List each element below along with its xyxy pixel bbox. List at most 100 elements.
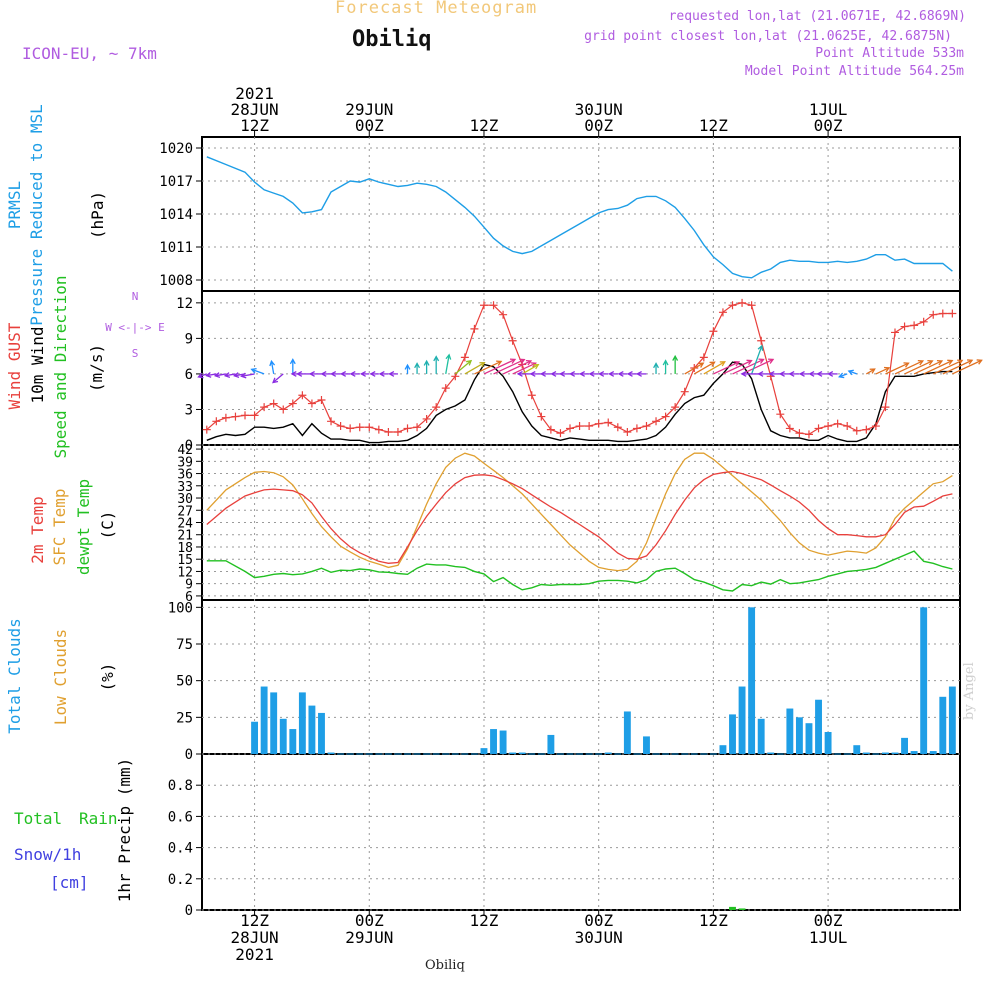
wind-direction-arrow: [788, 370, 800, 377]
wind-direction-arrow: [798, 370, 809, 377]
total-cloud-bar: [948, 686, 956, 754]
requested-coords: requested lon,lat (21.0671E, 42.6869N): [668, 9, 966, 24]
wind-arrow-head: [539, 370, 546, 377]
wind-direction-arrow: [684, 362, 705, 375]
total-clouds-label: Total Clouds: [5, 618, 24, 734]
wind-direction-arrow: [923, 359, 954, 375]
bottom-time-label: 00Z: [584, 911, 613, 930]
wind-direction-arrow: [838, 372, 848, 379]
gust-marker: [269, 399, 278, 408]
gust-marker: [279, 405, 288, 414]
wind-direction-arrow: [330, 370, 341, 377]
top-time-label: 1JUL: [809, 100, 848, 119]
gust-marker: [221, 413, 230, 422]
top-time-label: 00Z: [584, 116, 613, 135]
wind-label: 10m Wind: [28, 326, 47, 403]
total-cloud-bar: [279, 718, 287, 754]
wind-arrow-head: [530, 362, 537, 368]
footer-location: Obiliq: [425, 958, 465, 973]
wind-direction-arrow: [404, 363, 411, 374]
pressure-line: [206, 156, 953, 279]
bottom-time-label: 29JUN: [345, 928, 393, 947]
total-cloud-bar: [882, 752, 889, 754]
gust-marker: [413, 423, 422, 432]
wind-direction-arrow: [588, 370, 599, 377]
top-time-label: 2021: [235, 84, 274, 103]
wind-arrow-head: [359, 370, 366, 377]
wind-arrow-head: [617, 370, 624, 377]
wind-arrow-shaft: [751, 345, 763, 375]
wind-direction-arrow: [369, 370, 379, 377]
wind-direction-arrow: [904, 359, 934, 375]
wind-arrow-head: [768, 370, 775, 377]
wind-direction-arrow: [213, 372, 227, 379]
wind-direction-arrow: [722, 359, 753, 375]
wind-arrow-shaft: [722, 360, 752, 375]
y-tick-label: 0: [185, 438, 193, 454]
wind-arrow-shaft: [894, 360, 924, 375]
gust-marker: [537, 412, 546, 421]
wind-direction-arrow: [349, 370, 360, 377]
wind-direction-arrow: [474, 360, 503, 375]
panel-frame-clouds: [201, 599, 961, 755]
gust-marker: [556, 429, 565, 438]
wind-arrow-head: [838, 372, 845, 379]
wind-direction-arrow: [732, 358, 765, 375]
wind-arrow-shaft: [684, 362, 704, 375]
wind-direction-arrow: [272, 373, 284, 384]
total-cloud-bar: [327, 752, 335, 754]
wind-arrow-head: [516, 370, 523, 377]
wind-direction-arrow: [635, 370, 647, 377]
gust-marker: [738, 298, 747, 307]
wind-arrow-shaft: [866, 368, 875, 375]
total-cloud-bar: [509, 752, 517, 754]
gust-marker: [604, 418, 613, 427]
gust-marker: [288, 399, 297, 408]
top-time-label: 30JUN: [575, 100, 623, 119]
wind-direction-arrow: [866, 368, 876, 375]
y-tick-label: 24: [177, 517, 193, 532]
wind-direction-arrow: [827, 370, 838, 377]
wind-arrow-head: [827, 370, 834, 377]
wind-arrow-shaft: [923, 360, 953, 375]
gust-marker: [671, 403, 680, 412]
total-cloud-bar: [748, 607, 756, 754]
wind-arrow-head: [568, 370, 576, 377]
panel-frame-wind: [201, 290, 961, 446]
y-tick-label: 33: [177, 480, 193, 495]
wind-arrow-head: [957, 359, 964, 365]
wind-direction-arrow: [894, 359, 925, 375]
dewpt-line: [206, 550, 953, 592]
wind-arrow-shaft: [932, 359, 963, 375]
total-cloud-bar: [643, 736, 650, 754]
wind-arrow-head: [272, 377, 279, 384]
gust-marker: [355, 423, 364, 432]
gust-marker: [785, 424, 794, 433]
bottom-time-label: 28JUN: [230, 928, 278, 947]
bottom-time-label: 1JUL: [809, 928, 848, 947]
bottom-time-label: 12Z: [699, 911, 728, 930]
wind-direction-arrow: [433, 355, 440, 374]
gust-marker: [728, 301, 737, 310]
panel-frame-precip: [201, 753, 961, 911]
wind-direction-arrow: [608, 370, 618, 377]
wind-arrow-shaft: [875, 367, 890, 375]
wind-direction-arrow: [598, 370, 609, 377]
wind-arrow-head: [903, 362, 910, 368]
y-tick-label: 1008: [159, 273, 193, 289]
y-tick-label: 50: [176, 674, 193, 690]
total-cloud-bar: [891, 752, 899, 754]
precip-unit: 1hr Precip (mm): [115, 758, 134, 903]
wind-direction-arrow: [741, 358, 775, 375]
y-tick-label: 75: [176, 637, 193, 653]
y-tick-label: 42: [177, 443, 193, 458]
wind-arrow-head: [757, 370, 764, 377]
wind-arrow-head: [466, 359, 473, 366]
rain-bar: [738, 908, 746, 910]
total-cloud-bar: [298, 692, 306, 754]
gust-marker: [642, 422, 651, 431]
wind-arrow-shaft: [198, 373, 208, 378]
wind-arrow-head: [758, 358, 765, 364]
wind-direction-arrow: [693, 361, 716, 375]
wind-direction-arrow: [713, 361, 741, 375]
